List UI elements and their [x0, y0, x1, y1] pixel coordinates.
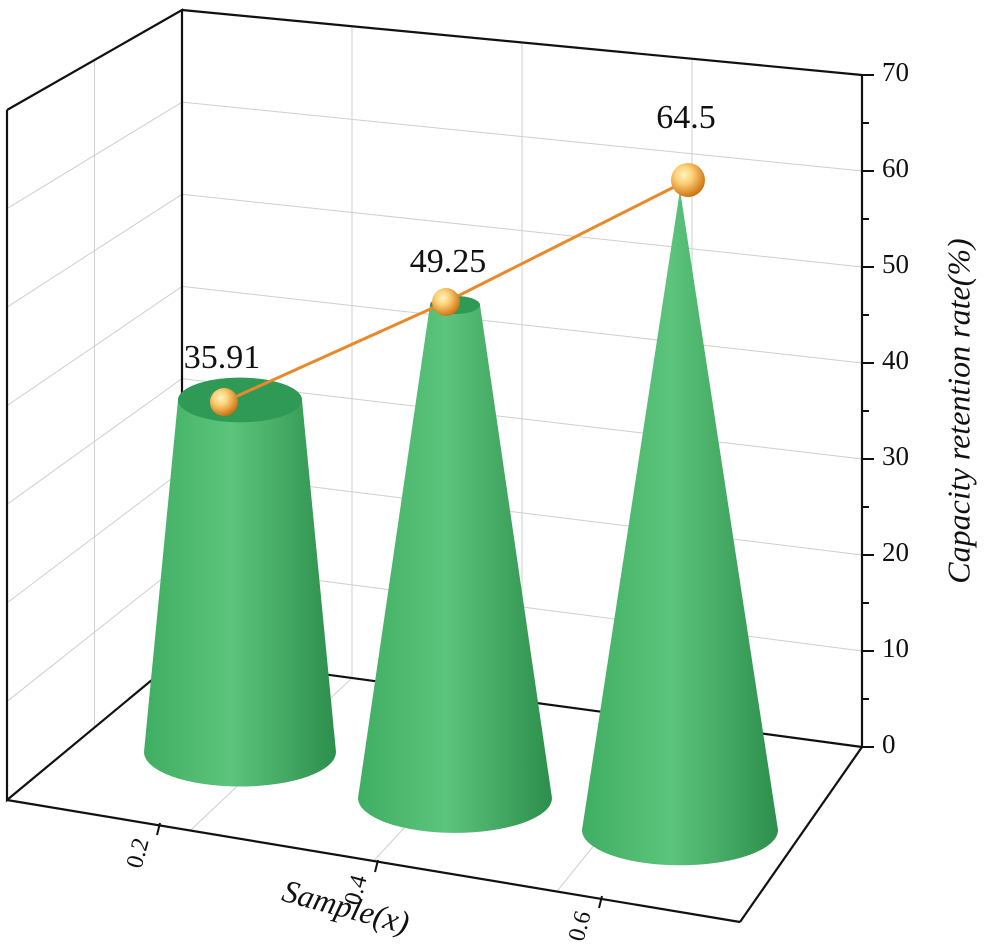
data-marker [671, 163, 705, 197]
x-tick [156, 822, 161, 836]
data-label: 49.25 [410, 243, 487, 280]
x-tick [598, 895, 603, 909]
cone-0.4 [358, 296, 552, 833]
cone-body [144, 377, 336, 787]
trend-line-series [210, 163, 705, 416]
cone-0.6 [582, 190, 778, 866]
x-tick-label: 0.6 [564, 908, 597, 944]
data-marker [432, 288, 460, 316]
data-label: 35.91 [184, 339, 261, 376]
cone-top-face [178, 377, 302, 423]
cone-body [582, 190, 778, 866]
data-label: 64.5 [656, 99, 716, 136]
y-axis: 0 10 20 30 40 50 60 70 [862, 57, 909, 759]
x-tick [374, 859, 379, 873]
y-tick-label: 60 [882, 153, 909, 183]
y-tick-label: 0 [882, 729, 896, 759]
y-axis-title: Capacity retention rate(%) [940, 238, 976, 583]
x-tick-label: 0.2 [122, 835, 155, 871]
y-tick-label: 40 [882, 345, 909, 375]
cone-body [358, 296, 552, 833]
y-tick-label: 50 [882, 249, 909, 279]
cone-series [144, 190, 778, 866]
data-labels: 35.91 49.25 64.5 [184, 99, 716, 376]
left-wall-grid [6, 9, 183, 728]
data-marker [210, 388, 238, 416]
y-tick-label: 20 [882, 537, 909, 567]
y-tick-label: 70 [882, 57, 909, 87]
cone-0.2 [144, 377, 336, 787]
y-tick-label: 10 [882, 633, 909, 663]
y-tick-label: 30 [882, 441, 909, 471]
